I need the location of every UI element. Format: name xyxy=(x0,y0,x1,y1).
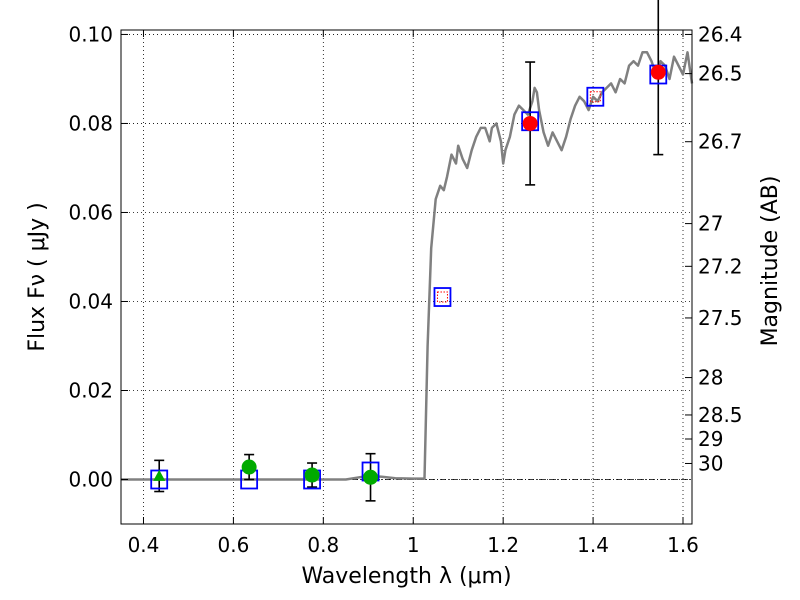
observed-point-square xyxy=(589,91,601,103)
model-photometry-square xyxy=(586,86,605,107)
y2-tick-label: 30 xyxy=(698,451,723,475)
y-tick-label: 0.08 xyxy=(68,111,113,135)
error-bars xyxy=(154,0,664,502)
y-tick-label: 0.10 xyxy=(68,22,113,46)
y2-tick-label: 28.5 xyxy=(698,403,743,427)
plot-frame xyxy=(120,29,693,525)
model-photometry-square xyxy=(433,287,452,307)
x-tick-label: 1.4 xyxy=(577,533,609,557)
y-tick-label: 0.02 xyxy=(68,378,113,402)
observed-point xyxy=(241,459,257,475)
y2-axis-label: Magnitude (AB) xyxy=(758,176,783,347)
y2-tick-label: 27 xyxy=(698,212,723,236)
observed-point xyxy=(304,467,320,483)
x-tick-label: 0.4 xyxy=(128,533,160,557)
x-tick-label: 0.6 xyxy=(217,533,249,557)
observed-points xyxy=(153,64,666,485)
axis-ticks xyxy=(121,30,692,524)
x-axis-label: Wavelength λ (μm) xyxy=(301,564,511,589)
observed-point xyxy=(522,115,538,131)
y2-tick-label: 26.4 xyxy=(698,22,743,46)
y2-tick-label: 28 xyxy=(698,366,723,390)
model-photometry-squares xyxy=(150,64,668,490)
y2-tick-label: 27.5 xyxy=(698,306,743,330)
observed-point xyxy=(363,469,379,485)
y2-tick-label: 29 xyxy=(698,427,723,451)
y2-tick-label: 27.2 xyxy=(698,254,743,278)
y-tick-label: 0.00 xyxy=(68,467,113,491)
y2-tick-label: 26.7 xyxy=(698,130,743,154)
tick-labels: 0.4 0.6 0.8 1 1.2 1.4 1.6 0.00 0.02 0.04 0.06 0.08 0… xyxy=(68,22,742,557)
y2-tick-label: 26.5 xyxy=(698,62,743,86)
grid-lines xyxy=(121,30,692,524)
observed-point-triangle xyxy=(153,469,166,481)
observed-point-square xyxy=(436,291,448,303)
y-axis-label: Flux Fν ( μJy ) xyxy=(25,202,50,351)
x-tick-label: 1.6 xyxy=(667,533,699,557)
model-spectrum xyxy=(121,51,694,481)
model-spectrum-line xyxy=(121,51,694,481)
observed-point xyxy=(650,64,666,80)
y-tick-label: 0.06 xyxy=(68,200,113,224)
x-tick-label: 1 xyxy=(407,533,420,557)
y-tick-label: 0.04 xyxy=(68,289,113,313)
x-tick-label: 1.2 xyxy=(487,533,519,557)
x-tick-label: 0.8 xyxy=(307,533,339,557)
